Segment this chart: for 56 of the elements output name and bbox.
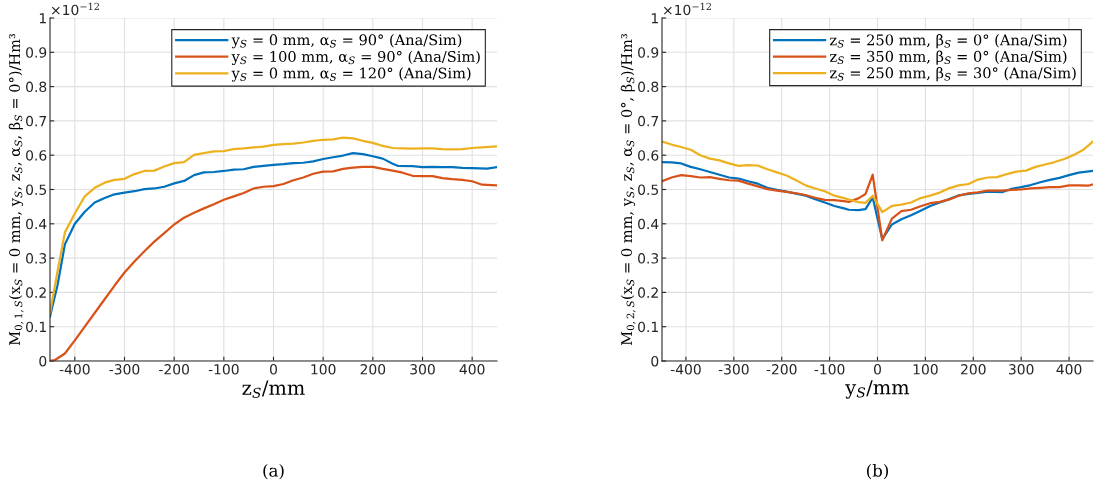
x-tick-label: -300 [718,364,749,375]
x-tick-label: 300 [1008,364,1034,375]
x-tick-label: -100 [208,364,239,375]
text: M$_{0,1,S}$(x$_{S}$ = 0 mm, y$_{S}$, z$_{S}$, α$_{S}$, β$_{S}$ = 0°)/Hm³ [8,33,24,346]
y-tick-label: 0.8 [26,81,47,93]
text: (a) [263,463,284,480]
x-tick-label: 300 [410,364,435,375]
text: ×10$^{−12}$ [663,2,711,16]
x-tick-label: 200 [961,364,986,375]
y-tick-label: 0.9 [638,47,659,58]
x-axis-title: z$_{S}$/mm [242,380,305,398]
y-tick-label: 1 [651,13,658,24]
legend-label: z$_{S}$ = 250 mm, β$_{S}$ = 30° (Ana/Sim) [830,67,1076,82]
x-tick-label: -200 [766,364,797,375]
text: M$_{0,2,S}$(x$_{S}$ = 0 mm, y$_{S}$, z$_{S}$, α$_{S}$ = 0°, β$_{S}$)/Hm³ [620,33,636,346]
legend-label: z$_{S}$ = 350 mm, β$_{S}$ = 0° (Ana/Sim) [830,50,1067,65]
line-series [662,173,1093,242]
y-tick-label: 1 [39,13,46,24]
y-tick-label: 0.7 [638,115,659,127]
x-tick-label: 200 [360,364,386,375]
x-axis-title: y$_{S}$/mm [845,380,910,399]
x-tick-label: -400 [59,364,90,375]
legend-label: y$_{S}$ = 0 mm, α$_{S}$ = 90° (Ana/Sim) [231,34,462,49]
legend-label: y$_{S}$ = 0 mm, α$_{S}$ = 120° (Ana/Sim) [231,67,471,82]
y-tick-label: 0.7 [26,115,47,127]
text: (b) [866,463,889,480]
x-tick-label: 100 [311,364,336,375]
y-tick-label: 0.2 [26,287,46,298]
legend-label: y$_{S}$ = 100 mm, α$_{S}$ = 90° (Ana/Sim) [231,50,480,65]
y-tick-label: 0.1 [638,321,658,333]
x-tick-label: 0 [874,364,881,375]
x-tick-label: -400 [670,364,701,375]
y-tick-label: 0.4 [26,218,47,230]
y-tick-label: 0 [39,355,47,367]
x-tick-label: 400 [1056,364,1082,375]
y-tick-label: 0.4 [638,218,659,230]
x-tick-label: 400 [459,364,485,375]
x-tick-label: 100 [913,364,938,375]
text: ×10$^{−12}$ [51,2,99,16]
x-tick-label: -200 [159,364,190,375]
y-tick-label: 0.9 [26,47,47,58]
line-series [662,140,1093,214]
x-tick-label: -300 [109,364,140,375]
y-tick-label: 0.3 [26,253,47,264]
y-tick-label: 0.2 [638,287,658,298]
y-tick-label: 0.6 [638,150,659,161]
y-tick-label: 0.5 [26,184,47,195]
legend-label: z$_{S}$ = 250 mm, β$_{S}$ = 0° (Ana/Sim) [830,34,1067,49]
y-tick-label: 0.6 [26,150,47,161]
x-tick-label: -100 [814,364,845,375]
x-tick-label: 0 [270,364,277,375]
y-tick-label: 0.1 [26,321,46,333]
y-tick-label: 0 [651,355,659,367]
y-tick-label: 0.3 [638,253,659,264]
y-tick-label: 0.5 [638,184,659,195]
y-tick-label: 0.8 [638,81,659,93]
